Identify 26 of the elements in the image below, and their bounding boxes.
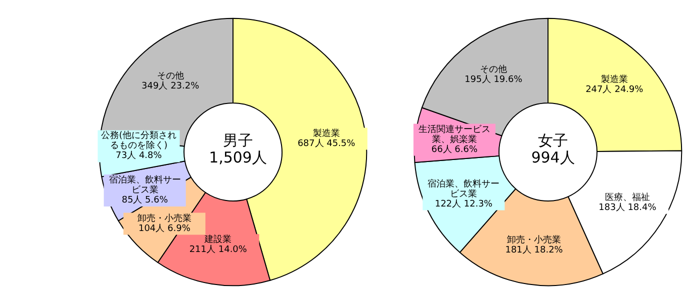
slice-label: 製造業 (312, 128, 340, 139)
data-label: 195人 19.6% (464, 74, 523, 86)
slice-label: その他 (480, 64, 507, 76)
slice-label: その他 (156, 70, 184, 82)
slice-label: 卸売・小売業 (137, 212, 192, 224)
text: 1,509人 (209, 148, 267, 166)
slice-label: 宿泊業、飲料サービス業 (428, 178, 500, 200)
slice-label: 建設業 (204, 234, 232, 246)
data-label: 181人 18.2% (505, 244, 564, 256)
data-label: 687人 45.5% (298, 138, 356, 149)
text: 男子 (223, 132, 253, 150)
data-label: 104人 6.9% (138, 222, 191, 234)
data-label: 85人 5.6% (122, 194, 168, 206)
text: 994人 (531, 148, 575, 166)
slice-label: 製造業 (600, 74, 628, 85)
slice-label: 生活関連サービス業、娯楽業 (418, 124, 490, 145)
data-label: 66人 6.6% (431, 144, 478, 155)
slice-label: 医療、福祉 (604, 192, 650, 203)
slice-label: 宿泊業、飲料サービス業 (108, 174, 181, 196)
data-label: 349人 23.2% (142, 80, 200, 92)
data-label: 122人 12.3% (434, 198, 493, 210)
data-label: 211人 14.0% (189, 244, 248, 256)
text: 女子 (538, 132, 568, 150)
slice-label: 卸売・小売業 (507, 234, 562, 246)
data-label: 183人 18.4% (598, 202, 657, 213)
data-label: 247人 24.9% (586, 84, 644, 95)
